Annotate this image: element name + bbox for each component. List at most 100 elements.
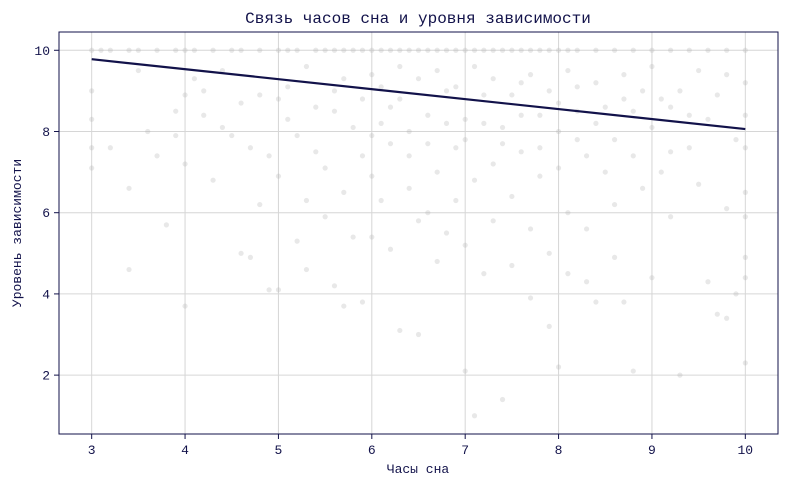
data-point [322, 165, 328, 171]
data-point [649, 275, 655, 281]
y-tick-label: 6 [42, 206, 50, 221]
data-point [658, 96, 664, 102]
data-point [275, 96, 282, 102]
data-point [145, 128, 151, 135]
data-point [257, 201, 263, 208]
x-tick-label: 5 [275, 443, 283, 458]
data-point [359, 153, 366, 159]
data-point [443, 88, 450, 94]
data-point [331, 88, 338, 94]
data-point [182, 161, 188, 167]
data-point [210, 177, 216, 183]
data-point [518, 149, 524, 155]
data-point [89, 116, 95, 122]
data-point [378, 47, 384, 53]
data-point [686, 47, 692, 53]
data-point [98, 47, 104, 53]
data-point [583, 279, 590, 285]
data-point [350, 47, 356, 53]
data-point [724, 206, 730, 212]
data-point [649, 124, 655, 131]
data-point [266, 287, 272, 293]
data-point [126, 185, 132, 191]
data-point [415, 76, 422, 82]
data-point [696, 181, 702, 187]
data-point [369, 47, 375, 53]
data-point [154, 153, 160, 159]
x-tick-label: 4 [181, 443, 189, 458]
data-point [107, 47, 113, 53]
data-point [509, 193, 515, 200]
data-point [257, 47, 263, 53]
data-point [350, 124, 356, 131]
data-point [294, 47, 300, 53]
data-point [453, 145, 459, 151]
data-point [322, 47, 328, 53]
data-point [462, 137, 468, 143]
data-point [714, 311, 720, 317]
data-point [565, 210, 571, 216]
x-tick-label: 3 [88, 443, 96, 458]
data-point [425, 112, 431, 118]
data-point [303, 266, 310, 273]
data-point [630, 47, 636, 53]
data-point [537, 112, 543, 118]
data-point [425, 210, 431, 216]
data-point [593, 299, 599, 305]
data-point [387, 104, 394, 110]
data-point [247, 254, 254, 260]
data-point [630, 153, 636, 159]
data-point [565, 47, 571, 53]
data-point [705, 47, 711, 53]
data-point [742, 254, 748, 260]
data-point [649, 63, 655, 70]
data-point [369, 132, 375, 139]
data-point [630, 108, 636, 114]
data-point [359, 47, 366, 53]
data-point [593, 120, 599, 126]
data-point [490, 161, 496, 167]
data-point [434, 169, 440, 175]
data-point [742, 189, 748, 195]
data-point [742, 80, 748, 86]
data-point [490, 47, 496, 53]
data-point [453, 197, 459, 204]
data-point [341, 47, 347, 53]
data-point [499, 141, 506, 147]
data-point [742, 275, 748, 281]
data-point [481, 271, 487, 277]
data-point [453, 47, 459, 53]
data-point [135, 47, 141, 53]
data-point [406, 128, 412, 135]
data-point [471, 413, 478, 419]
data-point [462, 116, 468, 122]
data-point [89, 47, 95, 53]
data-point [406, 47, 412, 53]
data-point [397, 96, 403, 102]
data-point [686, 145, 692, 151]
data-point [219, 124, 226, 131]
data-point [322, 214, 328, 220]
y-tick-label: 8 [42, 125, 50, 140]
data-point [509, 47, 515, 53]
data-point [462, 242, 468, 248]
data-point [658, 169, 664, 175]
data-point [546, 47, 552, 53]
data-point [649, 47, 655, 53]
data-point [378, 84, 384, 90]
data-point [397, 327, 403, 334]
data-point [154, 47, 160, 53]
grid-lines [59, 32, 778, 434]
data-point [229, 47, 235, 53]
data-point [602, 169, 608, 175]
data-point [107, 145, 113, 151]
data-point [378, 197, 384, 204]
data-point [285, 84, 291, 90]
x-tick-label: 9 [648, 443, 656, 458]
data-point [611, 47, 618, 53]
data-point [173, 108, 179, 114]
data-point [331, 108, 338, 114]
data-point [471, 63, 478, 70]
data-point [406, 185, 412, 191]
